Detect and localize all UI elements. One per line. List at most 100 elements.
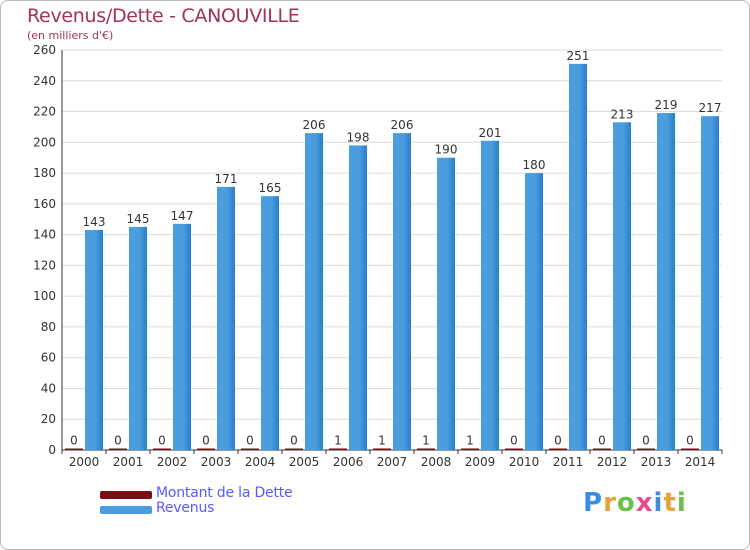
revenue-data-label: 206 bbox=[303, 118, 326, 132]
logo-letter: i bbox=[653, 488, 664, 518]
revenue-bar bbox=[613, 122, 631, 451]
x-tick-label: 2006 bbox=[333, 455, 364, 469]
revenue-bar bbox=[657, 113, 675, 451]
x-tick-label: 2005 bbox=[289, 455, 320, 469]
debt-bar bbox=[285, 448, 303, 450]
debt-bar bbox=[505, 448, 523, 450]
y-tick-label: 40 bbox=[41, 381, 56, 395]
debt-bar bbox=[329, 448, 347, 450]
legend-label-revenue: Revenus bbox=[156, 500, 215, 516]
revenue-bar bbox=[437, 157, 455, 450]
revenue-bar bbox=[525, 173, 543, 451]
x-tick-label: 2010 bbox=[509, 455, 540, 469]
debt-data-label: 0 bbox=[246, 434, 254, 448]
chart-subtitle: (en milliers d'€) bbox=[27, 29, 114, 42]
y-tick-label: 260 bbox=[33, 43, 56, 57]
debt-data-label: 0 bbox=[202, 434, 210, 448]
debt-bar bbox=[461, 448, 479, 450]
revenue-bar bbox=[85, 230, 103, 450]
revenue-bar bbox=[217, 186, 235, 450]
x-tick-label: 2003 bbox=[201, 455, 232, 469]
logo-letter: o bbox=[616, 488, 636, 518]
debt-data-label: 0 bbox=[158, 434, 166, 448]
revenue-bar bbox=[173, 223, 191, 450]
legend-label-debt: Montant de la Dette bbox=[156, 485, 293, 501]
y-tick-label: 200 bbox=[33, 135, 56, 149]
y-tick-label: 100 bbox=[33, 289, 56, 303]
debt-bar bbox=[241, 448, 259, 450]
debt-data-label: 0 bbox=[642, 434, 650, 448]
revenue-data-label: 213 bbox=[611, 107, 634, 121]
debt-data-label: 0 bbox=[686, 434, 694, 448]
x-tick-label: 2008 bbox=[421, 455, 452, 469]
proxiti-logo: Proxiti bbox=[583, 488, 687, 518]
revenue-data-label: 251 bbox=[567, 49, 590, 63]
debt-bar bbox=[65, 448, 83, 450]
x-tick-label: 2004 bbox=[245, 455, 276, 469]
legend-swatch-debt bbox=[100, 491, 152, 499]
debt-bar bbox=[417, 448, 435, 450]
revenue-data-label: 143 bbox=[83, 215, 106, 229]
x-tick-label: 2001 bbox=[113, 455, 144, 469]
revenue-data-label: 198 bbox=[347, 130, 370, 144]
y-tick-label: 240 bbox=[33, 74, 56, 88]
x-tick-label: 2014 bbox=[685, 455, 716, 469]
revenue-data-label: 165 bbox=[259, 181, 282, 195]
revenue-bar bbox=[129, 226, 147, 450]
revenue-data-label: 201 bbox=[479, 126, 502, 140]
revenue-bar bbox=[701, 116, 719, 451]
y-tick-label: 220 bbox=[33, 105, 56, 119]
debt-data-label: 1 bbox=[378, 433, 386, 447]
y-tick-label: 140 bbox=[33, 228, 56, 242]
logo-letter: x bbox=[635, 488, 654, 518]
debt-bar bbox=[373, 448, 391, 450]
debt-bar bbox=[109, 448, 127, 450]
x-tick-label: 2011 bbox=[553, 455, 584, 469]
legend-swatch-revenue bbox=[100, 506, 152, 514]
debt-data-label: 1 bbox=[422, 433, 430, 447]
revenue-bar bbox=[569, 63, 587, 450]
revenue-bar bbox=[481, 140, 499, 450]
debt-data-label: 0 bbox=[598, 434, 606, 448]
revenue-bar bbox=[305, 133, 323, 451]
y-tick-label: 160 bbox=[33, 197, 56, 211]
x-tick-label: 2002 bbox=[157, 455, 188, 469]
x-tick-label: 2009 bbox=[465, 455, 496, 469]
revenue-bar bbox=[349, 145, 367, 450]
logo-letter: i bbox=[676, 488, 687, 518]
debt-data-label: 0 bbox=[114, 434, 122, 448]
debt-data-label: 1 bbox=[466, 433, 474, 447]
y-tick-label: 180 bbox=[33, 166, 56, 180]
revenue-data-label: 206 bbox=[391, 118, 414, 132]
chart-title: Revenus/Dette - CANOUVILLE bbox=[27, 5, 300, 27]
logo-letter: P bbox=[583, 488, 604, 518]
y-tick-label: 0 bbox=[48, 443, 56, 457]
y-tick-label: 80 bbox=[41, 320, 56, 334]
revenue-bar bbox=[261, 196, 279, 450]
revenue-data-label: 145 bbox=[127, 212, 150, 226]
revenue-data-label: 219 bbox=[655, 98, 678, 112]
debt-bar bbox=[681, 448, 699, 450]
revenue-data-label: 217 bbox=[699, 101, 722, 115]
revenue-bar bbox=[393, 133, 411, 451]
debt-data-label: 1 bbox=[334, 433, 342, 447]
debt-data-label: 0 bbox=[70, 434, 78, 448]
debt-data-label: 0 bbox=[290, 434, 298, 448]
x-tick-label: 2013 bbox=[641, 455, 672, 469]
debt-data-label: 0 bbox=[510, 434, 518, 448]
debt-bar bbox=[153, 448, 171, 450]
revenue-data-label: 171 bbox=[215, 172, 238, 186]
y-tick-label: 20 bbox=[41, 412, 56, 426]
x-tick-label: 2007 bbox=[377, 455, 408, 469]
revenue-data-label: 190 bbox=[435, 143, 458, 157]
debt-bar bbox=[197, 448, 215, 450]
logo-letter: t bbox=[663, 488, 677, 518]
revenue-data-label: 147 bbox=[171, 209, 194, 223]
y-tick-label: 120 bbox=[33, 258, 56, 272]
y-tick-label: 60 bbox=[41, 351, 56, 365]
debt-bar bbox=[637, 448, 655, 450]
debt-data-label: 0 bbox=[554, 434, 562, 448]
debt-bar bbox=[549, 448, 567, 450]
logo-letter: r bbox=[603, 488, 617, 518]
